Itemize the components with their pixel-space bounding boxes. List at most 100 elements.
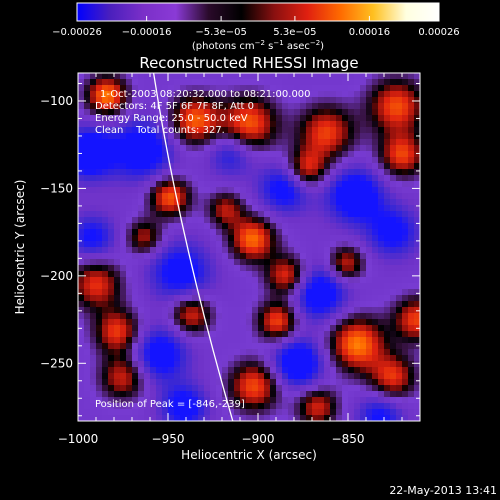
heatmap-cell	[210, 307, 216, 313]
heatmap-cell	[312, 259, 318, 265]
heatmap-cell	[114, 121, 120, 127]
heatmap-cell	[180, 367, 186, 373]
heatmap-cell	[270, 391, 276, 397]
heatmap-cell	[126, 277, 132, 283]
heatmap-cell	[156, 271, 162, 277]
heatmap-cell	[378, 211, 384, 217]
heatmap-cell	[276, 283, 282, 289]
heatmap-cell	[90, 313, 96, 319]
heatmap-cell	[312, 145, 318, 151]
heatmap-cell	[396, 187, 402, 193]
heatmap-cell	[360, 271, 366, 277]
heatmap-cell	[342, 199, 348, 205]
heatmap-cell	[120, 313, 126, 319]
heatmap-cell	[168, 319, 174, 325]
heatmap-cell	[222, 157, 228, 163]
heatmap-cell	[210, 277, 216, 283]
heatmap-cell	[216, 391, 222, 397]
heatmap-cell	[366, 169, 372, 175]
heatmap-cell	[78, 319, 84, 325]
heatmap-cell	[132, 373, 138, 379]
heatmap-cell	[258, 283, 264, 289]
heatmap-cell	[180, 211, 186, 217]
heatmap-cell	[360, 163, 366, 169]
heatmap-cell	[264, 313, 270, 319]
heatmap-cell	[336, 73, 342, 79]
heatmap-cell	[288, 169, 294, 175]
heatmap-cell	[144, 115, 150, 121]
heatmap-cell	[84, 385, 90, 391]
heatmap-cell	[294, 223, 300, 229]
heatmap-cell	[108, 163, 114, 169]
heatmap-cell	[126, 349, 132, 355]
heatmap-cell	[348, 103, 354, 109]
heatmap-cell	[126, 355, 132, 361]
heatmap-cell	[384, 127, 390, 133]
heatmap-cell	[318, 337, 324, 343]
heatmap-cell	[276, 403, 282, 409]
heatmap-cell	[360, 307, 366, 313]
heatmap-cell	[390, 277, 396, 283]
heatmap-cell	[258, 265, 264, 271]
heatmap-cell	[180, 259, 186, 265]
heatmap-cell	[408, 121, 414, 127]
heatmap-cell	[282, 109, 288, 115]
heatmap-cell	[90, 115, 96, 121]
heatmap-cell	[348, 175, 354, 181]
heatmap-cell	[414, 241, 420, 247]
heatmap-cell	[156, 139, 162, 145]
heatmap-cell	[114, 181, 120, 187]
heatmap-cell	[336, 205, 342, 211]
heatmap-cell	[198, 187, 204, 193]
heatmap-cell	[336, 403, 342, 409]
heatmap-cell	[174, 277, 180, 283]
heatmap-cell	[228, 163, 234, 169]
heatmap-cell	[108, 253, 114, 259]
heatmap-cell	[246, 283, 252, 289]
heatmap-cell	[198, 193, 204, 199]
heatmap-cell	[156, 91, 162, 97]
heatmap-cell	[90, 133, 96, 139]
heatmap-cell	[378, 157, 384, 163]
heatmap-cell	[174, 229, 180, 235]
heatmap-cell	[312, 367, 318, 373]
heatmap-cell	[390, 331, 396, 337]
heatmap-cell	[144, 145, 150, 151]
heatmap-cell	[384, 349, 390, 355]
solar-limb-line	[152, 73, 234, 421]
heatmap-cell	[156, 241, 162, 247]
heatmap-cell	[324, 259, 330, 265]
heatmap-cell	[402, 283, 408, 289]
heatmap-cell	[378, 127, 384, 133]
heatmap-cell	[222, 319, 228, 325]
heatmap-cell	[120, 229, 126, 235]
heatmap-cell	[198, 85, 204, 91]
heatmap-cell	[372, 379, 378, 385]
heatmap-cell	[114, 265, 120, 271]
heatmap-cell	[360, 247, 366, 253]
heatmap-cell	[90, 415, 96, 421]
heatmap-cell	[126, 211, 132, 217]
heatmap-cell	[186, 379, 192, 385]
heatmap-cell	[126, 181, 132, 187]
heatmap-cell	[366, 247, 372, 253]
heatmap-cell	[258, 301, 264, 307]
heatmap-cell	[102, 97, 108, 103]
heatmap-cell	[102, 157, 108, 163]
heatmap-cell	[414, 397, 420, 403]
heatmap-cell	[198, 409, 204, 415]
heatmap-cell	[240, 157, 246, 163]
heatmap-cell	[192, 175, 198, 181]
heatmap-cell	[240, 277, 246, 283]
heatmap-cell	[192, 139, 198, 145]
heatmap-cell	[240, 355, 246, 361]
heatmap-cell	[414, 145, 420, 151]
heatmap-cell	[108, 181, 114, 187]
heatmap-cell	[396, 253, 402, 259]
heatmap-cell	[198, 205, 204, 211]
heatmap-cell	[408, 187, 414, 193]
heatmap-cell	[168, 259, 174, 265]
heatmap-cell	[372, 175, 378, 181]
heatmap-cell	[138, 331, 144, 337]
heatmap-cell	[276, 151, 282, 157]
